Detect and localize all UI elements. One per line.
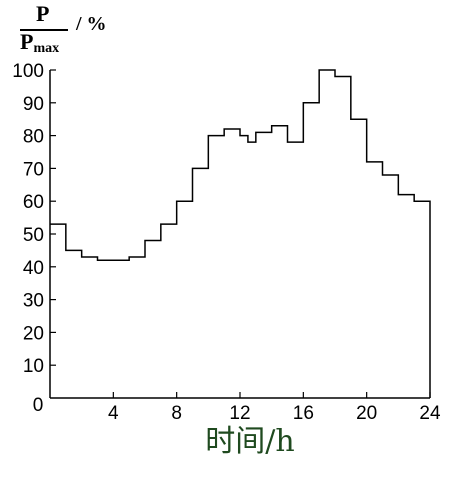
y-tick-label: 30 (23, 291, 44, 312)
x-tick-label: 8 (171, 403, 182, 424)
series-group (50, 69, 431, 398)
y-label-denominator-sub: max (33, 41, 59, 56)
y-label-denominator-base: P (20, 29, 33, 54)
y-tick-label: 100 (12, 61, 44, 82)
y-tick-label: 10 (23, 356, 44, 377)
y-label-numerator: P (36, 1, 49, 26)
y-tick-label: 90 (23, 94, 44, 115)
y-tick-label: 60 (23, 192, 44, 213)
x-tick-label: 4 (108, 403, 119, 424)
y-axis-label: P Pmax / % (20, 1, 107, 56)
y-tick-label: 70 (23, 159, 44, 180)
x-tick-label: 16 (293, 403, 314, 424)
y-tick-label: 50 (23, 225, 44, 246)
series-step-line (50, 69, 431, 398)
y-tick-label: 80 (23, 127, 44, 148)
origin-label: 0 (33, 395, 44, 416)
x-tick-label: 12 (229, 403, 250, 424)
y-tick-label: 40 (23, 258, 44, 279)
x-axis-ticks: 4 8 12 16 20 24 (108, 392, 441, 424)
y-tick-label: 20 (23, 323, 44, 344)
x-tick-label: 20 (356, 403, 377, 424)
y-label-denominator: Pmax (20, 29, 59, 56)
y-label-unit: / % (75, 13, 107, 35)
y-axis-ticks: 10 20 30 40 50 60 70 80 90 100 (12, 61, 56, 377)
x-axis-label: 时间/h (205, 424, 294, 459)
x-tick-label: 24 (419, 403, 441, 424)
